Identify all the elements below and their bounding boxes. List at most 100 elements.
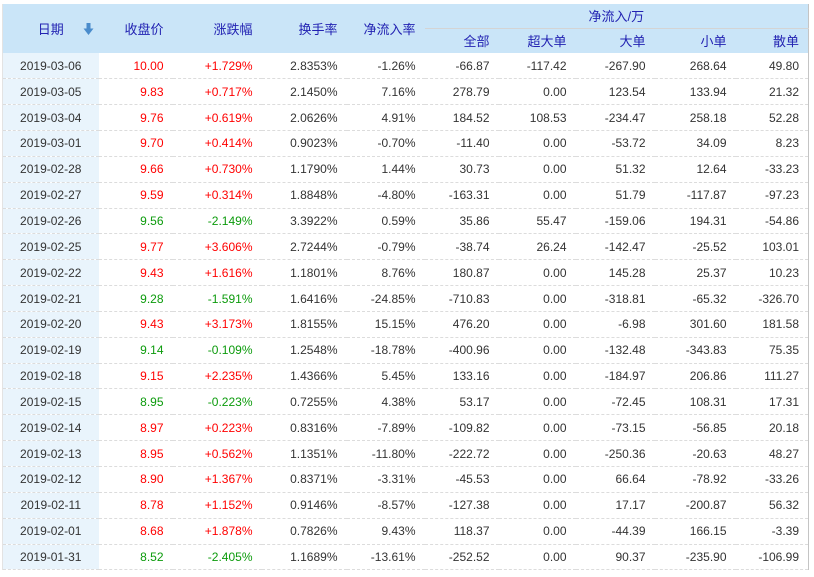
- date-cell: 2019-02-25: [2, 233, 99, 260]
- table-row: 2019-02-28 9.66 +0.730% 1.1790% 1.44% 30.73 0.…: [2, 156, 809, 183]
- col-header-date-label: 日期: [37, 22, 64, 37]
- close-cell: 9.83: [140, 84, 164, 99]
- small-cell: 206.86: [689, 369, 727, 384]
- col-header-close: 收盘价: [98, 4, 173, 53]
- large-cell: 51.79: [615, 188, 646, 203]
- scattered-cell: -97.23: [765, 188, 800, 203]
- large-cell: 66.64: [615, 472, 646, 487]
- close-cell: 9.77: [140, 239, 164, 254]
- scattered-cell: 49.80: [769, 58, 800, 73]
- col-group-header-net-inflow: 净流入/万: [424, 4, 809, 29]
- all-cell: -11.40: [456, 136, 490, 151]
- table-row: 2019-02-15 8.95 -0.223% 0.7255% 4.38% 53.17 0.…: [2, 388, 809, 415]
- super-large-cell: 26.24: [536, 239, 567, 254]
- change-cell: +1.152%: [204, 498, 253, 513]
- table-body: 2019-03-06 10.00 +1.729% 2.8353% -1.26% -66.8…: [2, 53, 809, 570]
- scattered-cell: 8.23: [775, 136, 800, 151]
- all-cell: -38.74: [455, 239, 490, 254]
- col-header-super-large: 超大单: [498, 28, 576, 53]
- super-large-cell: 0.00: [543, 265, 567, 280]
- table-row: 2019-02-01 8.68 +1.878% 0.7826% 9.43% 118.37 0…: [2, 518, 809, 545]
- large-cell: 123.54: [608, 84, 646, 99]
- all-cell: 476.20: [452, 317, 490, 332]
- large-cell: 90.37: [615, 549, 646, 564]
- col-header-large: 大单: [575, 28, 655, 53]
- fund-flow-table: 日期 收盘价 涨跌幅 换手率 净流入率 净流入/万 全部 超大单 大单 小单: [2, 4, 810, 571]
- table-row: 2019-03-01 9.70 +0.414% 0.9023% -0.70% -11.40…: [2, 130, 809, 157]
- scattered-cell: -3.39: [771, 524, 800, 539]
- turnover-cell: 3.3922%: [290, 213, 338, 228]
- super-large-cell: -117.42: [526, 58, 567, 73]
- inflow-rate-cell: 1.44%: [381, 162, 416, 177]
- close-cell: 10.00: [133, 58, 164, 73]
- turnover-cell: 0.9023%: [290, 136, 338, 151]
- super-large-cell: 55.47: [536, 213, 567, 228]
- inflow-rate-cell: -8.57%: [377, 498, 416, 513]
- scattered-cell: 20.18: [769, 420, 800, 435]
- inflow-rate-cell: -7.89%: [377, 420, 416, 435]
- large-cell: 51.32: [615, 162, 646, 177]
- date-cell: 2019-02-13: [2, 440, 99, 467]
- turnover-cell: 1.6416%: [290, 291, 338, 306]
- date-cell: 2019-02-15: [2, 388, 99, 415]
- all-cell: 184.52: [452, 110, 490, 125]
- turnover-cell: 0.7255%: [290, 394, 338, 409]
- small-cell: 12.64: [696, 162, 727, 177]
- close-cell: 9.66: [140, 162, 164, 177]
- change-cell: +0.562%: [204, 446, 253, 461]
- all-cell: -252.52: [448, 549, 490, 564]
- turnover-cell: 1.2548%: [290, 343, 338, 358]
- small-cell: 108.31: [689, 394, 727, 409]
- table-row: 2019-03-04 9.76 +0.619% 2.0626% 4.91% 184.52 1…: [2, 104, 809, 131]
- small-cell: 166.15: [689, 524, 727, 539]
- inflow-rate-cell: -1.26%: [377, 58, 416, 73]
- small-cell: -78.92: [692, 472, 727, 487]
- change-cell: +3.173%: [204, 317, 253, 332]
- large-cell: 145.28: [608, 265, 646, 280]
- date-cell: 2019-02-26: [2, 208, 99, 234]
- table-row: 2019-02-11 8.78 +1.152% 0.9146% -8.57% -127.3…: [2, 492, 809, 519]
- date-cell: 2019-02-27: [2, 182, 99, 209]
- inflow-rate-cell: -3.31%: [377, 472, 416, 487]
- inflow-rate-cell: 4.91%: [381, 110, 416, 125]
- small-cell: -235.90: [685, 549, 727, 564]
- small-cell: -343.83: [685, 343, 727, 358]
- date-cell: 2019-03-05: [2, 78, 99, 105]
- sort-desc-icon[interactable]: [83, 22, 94, 35]
- small-cell: -56.85: [692, 420, 727, 435]
- table-row: 2019-02-21 9.28 -1.591% 1.6416% -24.85% -710.…: [2, 285, 809, 312]
- date-cell: 2019-02-01: [2, 518, 99, 545]
- super-large-cell: 0.00: [543, 498, 567, 513]
- close-cell: 9.28: [140, 291, 164, 306]
- col-header-date[interactable]: 日期: [2, 4, 99, 53]
- date-cell: 2019-02-22: [2, 259, 99, 286]
- change-cell: +1.367%: [204, 472, 253, 487]
- col-header-all: 全部: [424, 28, 499, 53]
- scattered-cell: 17.31: [769, 394, 800, 409]
- table-header: 日期 收盘价 涨跌幅 换手率 净流入率 净流入/万 全部 超大单 大单 小单: [2, 4, 809, 53]
- col-header-change: 涨跌幅: [172, 4, 262, 53]
- inflow-rate-cell: 7.16%: [381, 84, 416, 99]
- all-cell: 133.16: [452, 369, 490, 384]
- change-cell: +1.729%: [204, 58, 253, 73]
- super-large-cell: 108.53: [529, 110, 567, 125]
- scattered-cell: -54.86: [765, 213, 800, 228]
- inflow-rate-cell: 8.76%: [381, 265, 416, 280]
- large-cell: -184.97: [604, 369, 646, 384]
- turnover-cell: 1.8155%: [290, 317, 338, 332]
- small-cell: 268.64: [689, 58, 727, 73]
- turnover-cell: 0.8316%: [290, 420, 338, 435]
- super-large-cell: 0.00: [543, 420, 567, 435]
- turnover-cell: 1.1351%: [290, 446, 338, 461]
- table-row: 2019-01-31 8.52 -2.405% 1.1689% -13.61% -252.…: [2, 544, 809, 570]
- col-header-turnover: 换手率: [261, 4, 347, 53]
- change-cell: +0.314%: [204, 188, 253, 203]
- close-cell: 9.15: [140, 369, 164, 384]
- large-cell: -142.47: [604, 239, 646, 254]
- table-row: 2019-02-14 8.97 +0.223% 0.8316% -7.89% -109.8…: [2, 414, 809, 441]
- super-large-cell: 0.00: [543, 369, 567, 384]
- small-cell: 34.09: [696, 136, 727, 151]
- date-cell: 2019-02-21: [2, 285, 99, 312]
- date-cell: 2019-03-06: [2, 53, 99, 79]
